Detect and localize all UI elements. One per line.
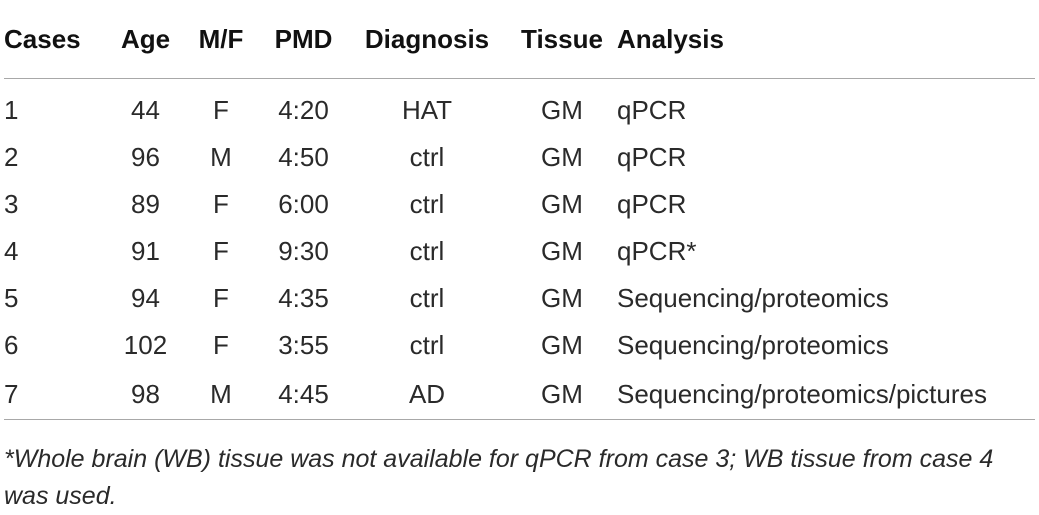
cell-case: 5 (4, 283, 19, 313)
cell-age: 91 (131, 236, 160, 266)
cell-sex: F (213, 330, 229, 360)
cell-age: 89 (131, 189, 160, 219)
cell-pmd: 4:50 (278, 142, 329, 172)
cell-tissue: GM (541, 236, 583, 266)
cell-pmd: 9:30 (278, 236, 329, 266)
cell-tissue: GM (541, 189, 583, 219)
table-row: 3 89 F 6:00 ctrl GM qPCR (4, 181, 1035, 228)
cell-diagnosis: ctrl (409, 189, 445, 219)
header-age: Age (109, 0, 182, 79)
cell-diagnosis: HAT (401, 95, 453, 125)
cell-diagnosis: ctrl (409, 236, 445, 266)
cell-pmd: 4:45 (260, 369, 347, 420)
cell-age: 94 (131, 283, 160, 313)
cell-case: 3 (4, 189, 19, 219)
cell-pmd: 4:35 (278, 283, 329, 313)
case-table: Cases Age M/F PMD Diagnosis Tissue Analy… (4, 0, 1035, 420)
cell-pmd: 6:00 (278, 189, 329, 219)
cell-case: 1 (4, 95, 19, 125)
cell-age: 102 (123, 330, 168, 360)
cell-analysis: qPCR (617, 189, 687, 219)
table-row: 2 96 M 4:50 ctrl GM qPCR (4, 134, 1035, 181)
cell-pmd: 3:55 (278, 330, 329, 360)
table-row: 4 91 F 9:30 ctrl GM qPCR* (4, 228, 1035, 275)
cell-sex: F (213, 95, 229, 125)
cell-tissue: GM (541, 283, 583, 313)
header-analysis: Analysis (617, 0, 1035, 79)
cell-tissue: GM (541, 142, 583, 172)
cell-case: 7 (4, 369, 109, 420)
table-header-row: Cases Age M/F PMD Diagnosis Tissue Analy… (4, 0, 1035, 79)
cell-analysis: qPCR (617, 142, 687, 172)
header-pmd: PMD (260, 0, 347, 79)
cell-case: 4 (4, 236, 19, 266)
cell-tissue: GM (541, 330, 583, 360)
cell-age: 96 (131, 142, 160, 172)
header-cases: Cases (4, 0, 109, 79)
cell-diagnosis: ctrl (409, 283, 445, 313)
case-table-container: Cases Age M/F PMD Diagnosis Tissue Analy… (4, 0, 1035, 420)
cell-diagnosis: ctrl (409, 330, 445, 360)
table-row: 7 98 M 4:45 AD GM Sequencing/proteomics/… (4, 369, 1035, 420)
cell-diagnosis: AD (347, 369, 507, 420)
cell-analysis: Sequencing/proteomics (617, 283, 889, 313)
cell-sex: F (213, 236, 229, 266)
cell-pmd: 4:20 (278, 95, 329, 125)
header-diagnosis: Diagnosis (347, 0, 507, 79)
header-sex: M/F (182, 0, 260, 79)
cell-tissue: GM (507, 369, 617, 420)
cell-case: 2 (4, 142, 19, 172)
cell-diagnosis: ctrl (409, 142, 445, 172)
table-footnote: *Whole brain (WB) tissue was not availab… (4, 445, 994, 510)
cell-age: 98 (109, 369, 182, 420)
cell-sex: M (210, 142, 232, 172)
cell-analysis: qPCR (617, 95, 687, 125)
table-row: 5 94 F 4:35 ctrl GM Sequencing/proteomic… (4, 275, 1035, 322)
table-row: 1 44 F 4:20 HAT GM qPCR (4, 79, 1035, 135)
table-row: 6 102 F 3:55 ctrl GM Sequencing/proteomi… (4, 322, 1035, 369)
cell-tissue: GM (541, 95, 583, 125)
cell-sex: F (213, 189, 229, 219)
cell-analysis: qPCR* (617, 236, 697, 266)
cell-case: 6 (4, 330, 19, 360)
cell-sex: M (182, 369, 260, 420)
cell-analysis: Sequencing/proteomics/pictures (617, 369, 1035, 420)
header-tissue: Tissue (507, 0, 617, 79)
cell-analysis: Sequencing/proteomics (617, 330, 889, 360)
cell-age: 44 (131, 95, 160, 125)
cell-sex: F (213, 283, 229, 313)
